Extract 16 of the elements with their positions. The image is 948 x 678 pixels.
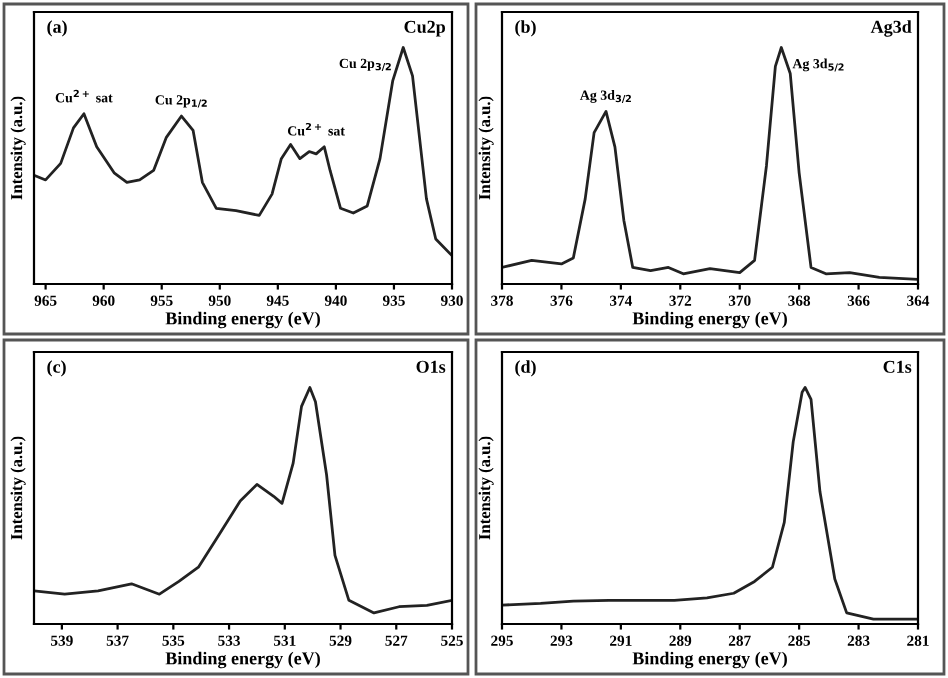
y-axis-title: Intensity (a.u.) — [10, 436, 26, 540]
x-axis-title: Binding energy (eV) — [165, 311, 320, 329]
x-axis-title: Binding energy (eV) — [632, 311, 787, 329]
text: (b) — [515, 20, 536, 37]
chart-title: C1s — [883, 360, 912, 373]
text: (a) — [47, 20, 67, 37]
y-axis-title: Intensity (a.u.) — [478, 96, 494, 200]
y-axis-title: Intensity (a.u.) — [478, 436, 494, 540]
chart-title: Ag3d — [870, 20, 912, 37]
chart-title: O1s — [416, 360, 446, 373]
chart-title: Cu2p — [404, 20, 445, 37]
x-axis-title: Binding energy (eV) — [165, 651, 320, 669]
x-axis-title: Binding energy (eV) — [632, 651, 787, 669]
text: (d) — [515, 360, 536, 377]
y-axis-title: Intensity (a.u.) — [10, 96, 26, 200]
text: (c) — [47, 360, 66, 377]
